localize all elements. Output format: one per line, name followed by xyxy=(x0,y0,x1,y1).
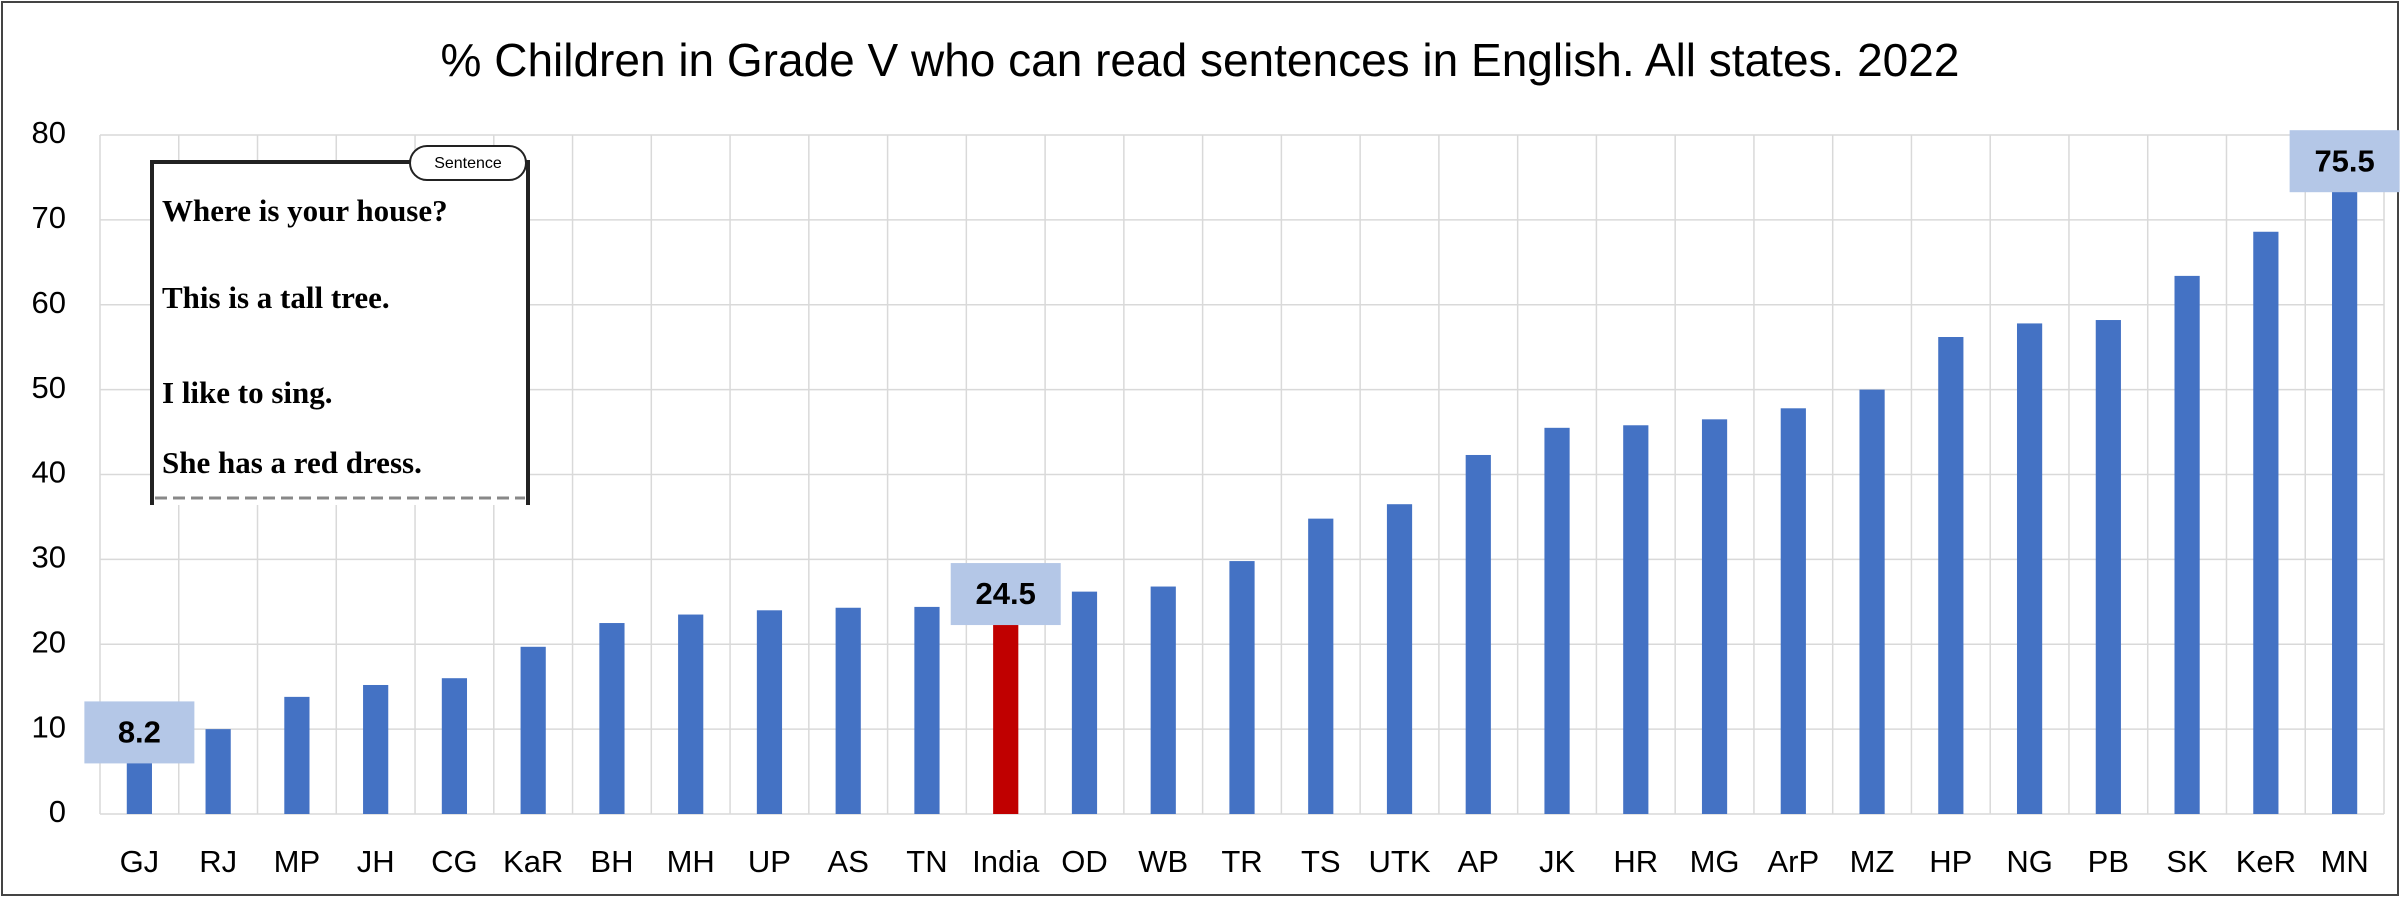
data-label-box xyxy=(84,701,195,764)
x-tick-label: MG xyxy=(1690,844,1740,879)
x-tick-label: AS xyxy=(828,844,869,879)
bar xyxy=(1701,419,1728,814)
x-tick-label: MH xyxy=(667,844,715,879)
bar xyxy=(2095,320,2121,814)
inset-sentence: This is a tall tree. xyxy=(162,280,390,315)
bar xyxy=(1780,408,1806,814)
x-tick-label: SK xyxy=(2166,844,2208,879)
x-tick-label: CG xyxy=(431,844,478,879)
bar xyxy=(441,678,468,814)
bar xyxy=(520,646,546,814)
data-label: 24.5 xyxy=(976,576,1036,611)
inset-sentence: Where is your house? xyxy=(162,193,448,228)
x-tick-label: ArP xyxy=(1767,844,1819,879)
x-tick-label: TS xyxy=(1301,844,1341,879)
bar xyxy=(1938,337,1964,814)
y-tick-label: 30 xyxy=(32,540,66,575)
y-tick-label: 40 xyxy=(32,455,66,490)
x-tick-label: UTK xyxy=(1369,844,1431,879)
x-tick-label: GJ xyxy=(120,844,160,879)
bar xyxy=(1544,427,1570,814)
bar xyxy=(914,606,940,814)
x-tick-label: WB xyxy=(1138,844,1188,879)
bar xyxy=(2253,231,2279,814)
bar xyxy=(993,606,1019,814)
x-tick-label: JH xyxy=(357,844,395,879)
y-tick-label: 10 xyxy=(32,709,66,744)
x-tick-label: JK xyxy=(1539,844,1576,879)
inset-box xyxy=(150,160,530,505)
bar xyxy=(835,607,861,814)
y-tick-label: 0 xyxy=(49,794,66,829)
bar xyxy=(1386,504,1413,814)
x-tick-label: TN xyxy=(906,844,947,879)
bar xyxy=(1623,425,1649,814)
x-tick-label: BH xyxy=(590,844,633,879)
inset-sentence: She has a red dress. xyxy=(162,445,422,480)
data-label: 8.2 xyxy=(118,715,161,750)
bar xyxy=(1859,389,1885,814)
x-tick-label: KeR xyxy=(2236,844,2296,879)
y-tick-label: 20 xyxy=(32,624,66,659)
x-tick-label: MN xyxy=(2321,844,2369,879)
inset-border xyxy=(150,160,530,505)
bar xyxy=(756,610,783,814)
x-tick-label: MP xyxy=(274,844,321,879)
x-tick-label: AP xyxy=(1458,844,1499,879)
x-tick-label: MZ xyxy=(1850,844,1895,879)
inset-sentence: I like to sing. xyxy=(162,375,333,410)
bar xyxy=(599,623,625,814)
inset-tag: Sentence xyxy=(434,155,502,172)
bar xyxy=(2016,323,2043,814)
x-tick-label: UP xyxy=(748,844,791,879)
x-tick-label: PB xyxy=(2088,844,2129,879)
x-tick-label: RJ xyxy=(199,844,237,879)
bar xyxy=(363,684,389,814)
bar xyxy=(1071,591,1098,814)
x-tick-label: OD xyxy=(1061,844,1108,879)
bar xyxy=(1465,454,1491,814)
bar xyxy=(1308,518,1334,814)
bar xyxy=(205,729,231,814)
x-tick-label: KaR xyxy=(503,844,563,879)
bar xyxy=(284,696,310,814)
bar xyxy=(2174,275,2200,815)
bar xyxy=(2332,173,2358,815)
chart-title: % Children in Grade V who can read sente… xyxy=(441,34,1960,86)
x-tick-label: HR xyxy=(1613,844,1658,879)
y-tick-label: 60 xyxy=(32,285,66,320)
bar xyxy=(678,614,704,814)
data-label: 75.5 xyxy=(2314,143,2374,178)
data-label-box xyxy=(950,563,1061,626)
bar xyxy=(1150,586,1176,814)
y-tick-label: 80 xyxy=(32,115,66,150)
bar xyxy=(1229,561,1255,814)
y-tick-label: 50 xyxy=(32,370,66,405)
inset-tag-box xyxy=(409,145,527,181)
x-tick-label: NG xyxy=(2006,844,2053,879)
x-tick-label: India xyxy=(972,844,1040,879)
data-label-box xyxy=(2289,130,2400,193)
y-tick-label: 70 xyxy=(32,200,66,235)
x-tick-label: TR xyxy=(1221,844,1262,879)
x-tick-label: HP xyxy=(1929,844,1972,879)
